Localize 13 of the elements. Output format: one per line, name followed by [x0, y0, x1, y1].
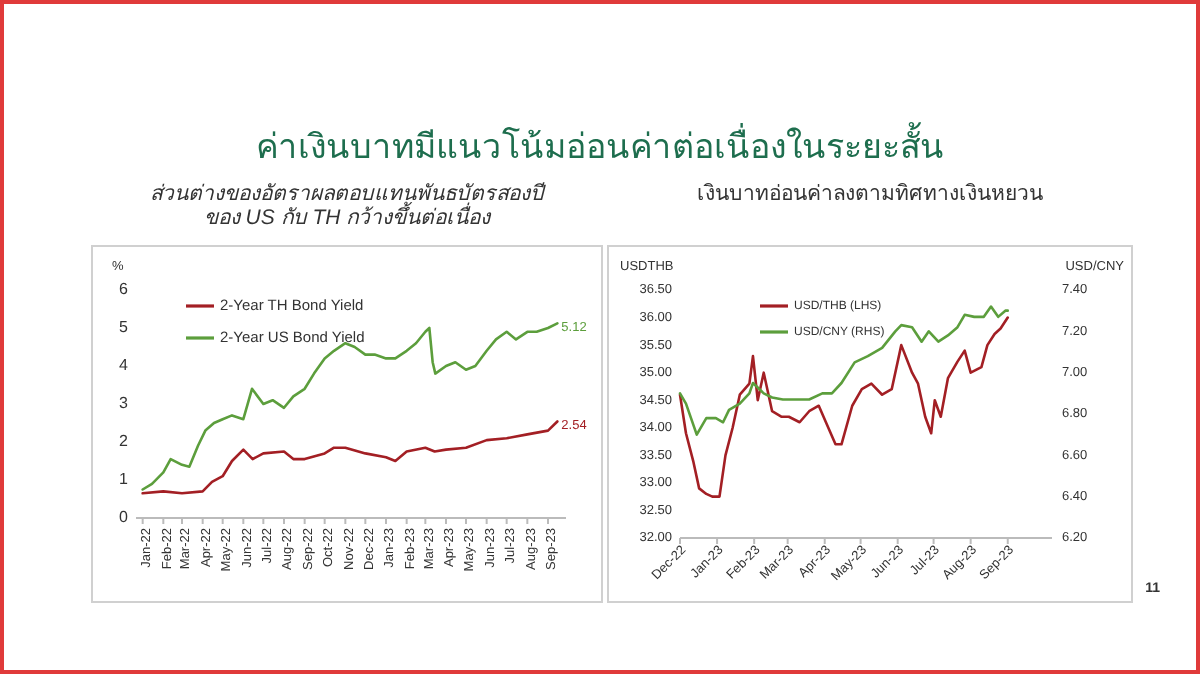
line-series [141, 322, 559, 491]
y-tick-label: 1 [119, 470, 130, 489]
chart-title: เงินบาทอ่อนค่าลงตามทิศทางเงินหยวน [697, 182, 1043, 206]
y-tick-label: 4 [119, 356, 130, 375]
line-series [678, 316, 1010, 498]
y-tick-label: 0 [119, 508, 130, 527]
y-tick-label: 3 [119, 394, 130, 413]
y-tick-label: 6 [119, 280, 130, 299]
chart-title: ค่าเงินบาทมีแนวโน้มอ่อนค่าต่อเนื่องในระยะสั้น [256, 122, 944, 166]
chart-subtitle: ส่วนต่างของอัตราผลตอบแทนพันธบัตรสองปี ของ US กับ TH กว้างขึ้นต่อเนื่อง [150, 182, 546, 230]
y-tick-label: 5 [119, 318, 130, 337]
line-series [141, 420, 559, 495]
y-tick-label: 2 [119, 432, 130, 451]
